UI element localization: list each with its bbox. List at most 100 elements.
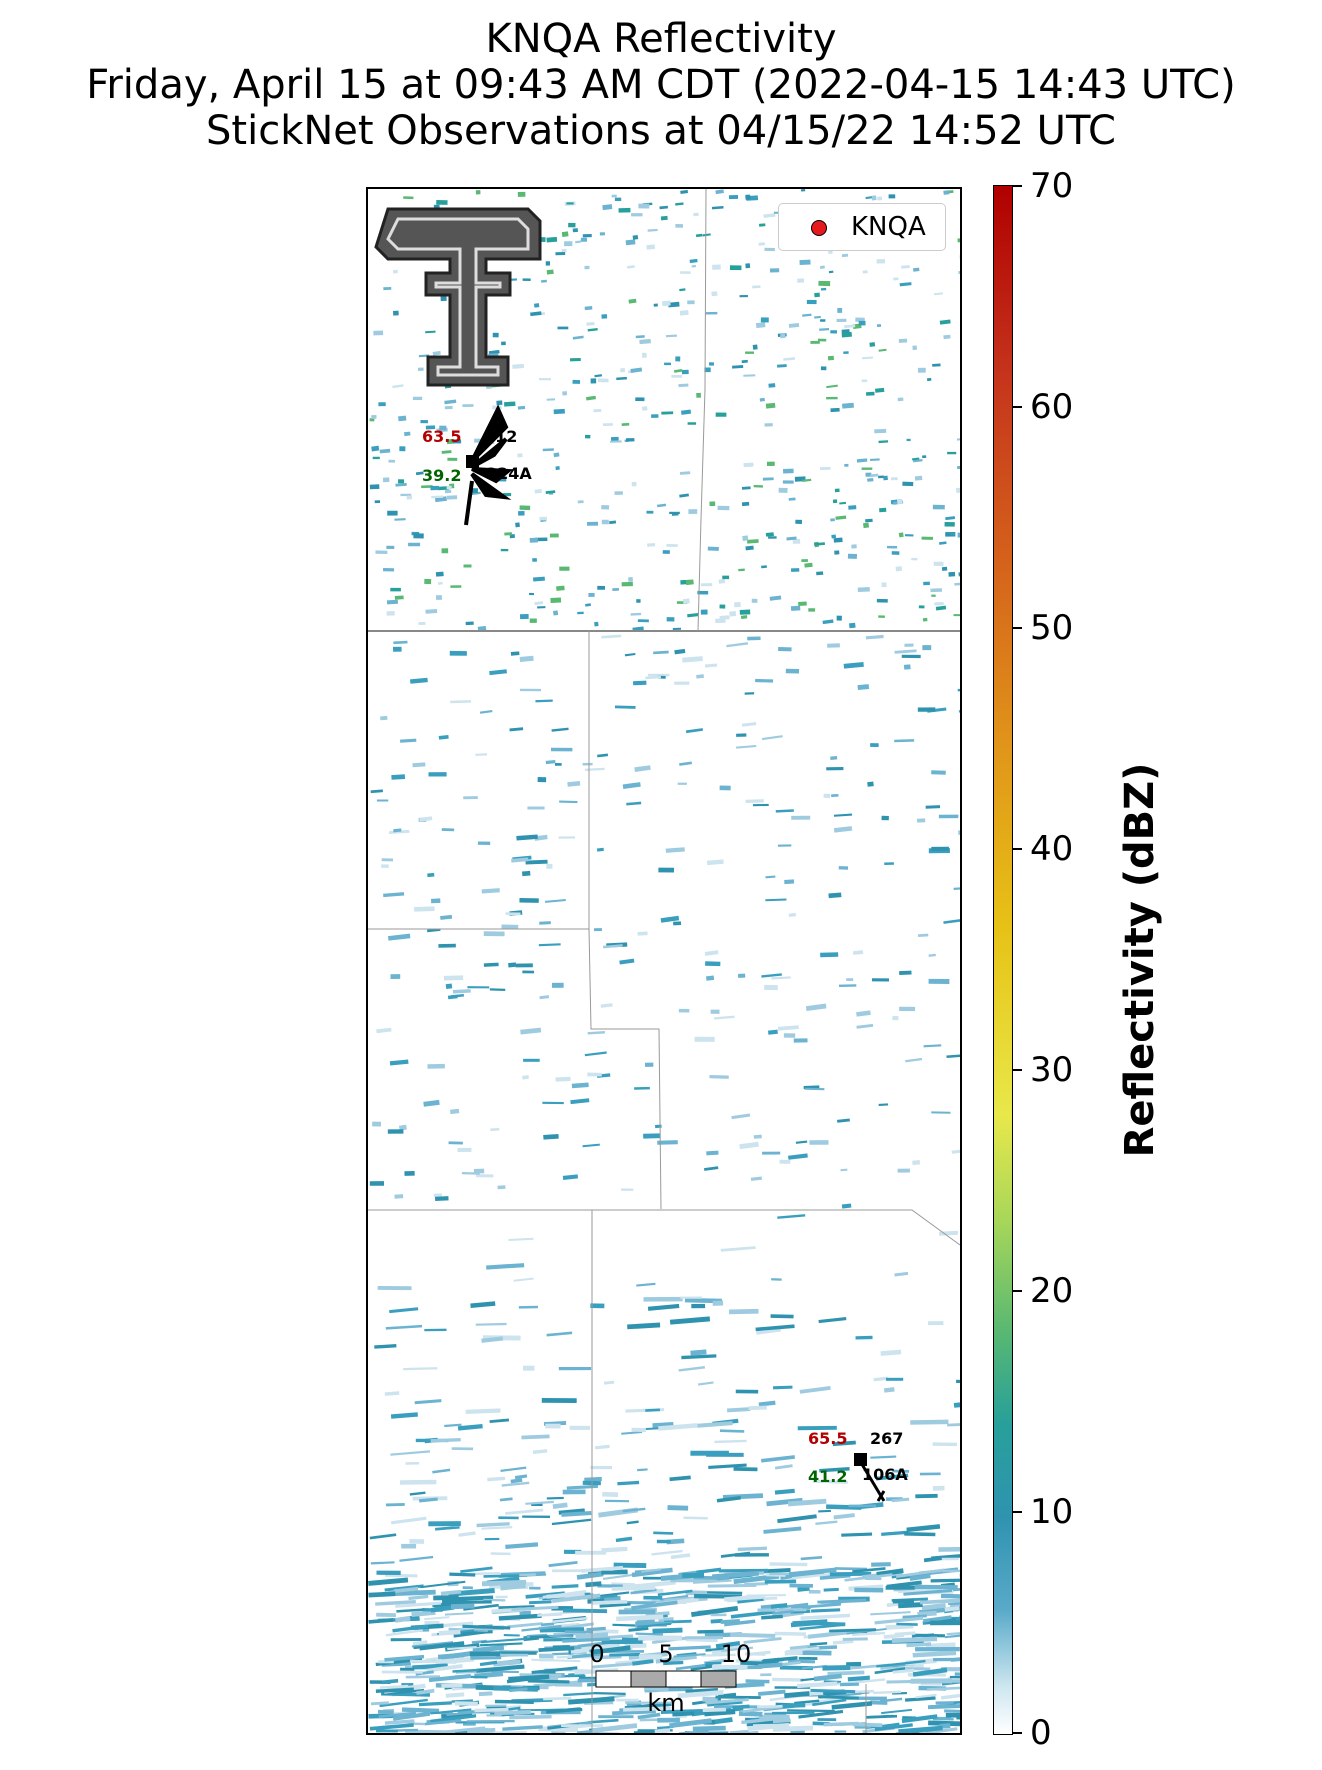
echo-cell: [818, 280, 831, 287]
echo-cell: [716, 1496, 741, 1503]
echo-cell: [878, 440, 889, 444]
echo-cell: [711, 1664, 748, 1670]
echo-cell: [798, 1709, 844, 1719]
echo-cell: [745, 263, 751, 269]
echo-cell: [568, 222, 576, 228]
echo-cell: [704, 663, 718, 668]
echo-cell: [505, 1508, 544, 1515]
echo-cell: [419, 1641, 465, 1651]
echo-cell: [705, 1661, 722, 1665]
title-line-3: StickNet Observations at 04/15/22 14:52 …: [206, 108, 1116, 154]
echo-cell: [953, 614, 960, 617]
echo-cell: [446, 438, 455, 445]
echo-cell: [411, 1609, 436, 1617]
echo-cell: [420, 1580, 466, 1589]
reflectivity-echoes: [368, 189, 960, 1733]
echo-cell: [734, 601, 741, 608]
echo-cell: [852, 1722, 883, 1728]
echo-cell: [737, 1546, 768, 1552]
echo-cell: [441, 450, 452, 454]
colorbar-tick-label: 0: [1030, 1713, 1052, 1753]
echo-cell: [820, 952, 839, 958]
echo-cell: [786, 536, 797, 541]
echo-cell: [439, 425, 447, 431]
echo-cell: [865, 1722, 900, 1730]
echo-cell: [755, 1324, 795, 1332]
echo-cell: [638, 203, 650, 209]
echo-cell: [562, 1608, 608, 1614]
echo-cell: [553, 452, 560, 458]
echo-cell: [874, 428, 887, 434]
echo-cell: [788, 497, 796, 501]
echo-cell: [741, 486, 751, 490]
echo-cell: [814, 542, 825, 546]
echo-cell: [814, 292, 820, 298]
echo-cell: [932, 1485, 945, 1491]
echo-cell: [704, 1591, 743, 1595]
echo-cell: [435, 571, 444, 577]
echo-cell: [673, 1653, 706, 1658]
echo-cell: [409, 1491, 426, 1496]
echo-cell: [394, 1586, 419, 1593]
echo-cell: [724, 1594, 766, 1602]
echo-cell: [826, 766, 844, 771]
echo-cell: [816, 571, 824, 576]
echo-cell: [920, 1598, 960, 1605]
echo-cell: [778, 487, 788, 493]
echo-cell: [886, 1580, 922, 1589]
echo-cell: [777, 1514, 817, 1524]
echo-cell: [559, 566, 570, 571]
echo-cell: [590, 378, 597, 384]
echo-cell: [800, 1613, 851, 1620]
echo-cell: [368, 1618, 394, 1624]
echo-cell: [624, 1600, 656, 1605]
colorbar-tick: [1013, 185, 1022, 187]
colorbar-tick: [1013, 1069, 1022, 1071]
echo-cell: [946, 1631, 960, 1636]
echo-cell: [476, 1664, 525, 1673]
echo-cell: [668, 301, 680, 308]
echo-cell: [948, 571, 956, 577]
echo-cell: [941, 566, 948, 571]
echo-cell: [669, 1718, 712, 1729]
echo-cell: [851, 1631, 886, 1637]
echo-cell: [548, 1560, 578, 1568]
echo-cell: [703, 1166, 719, 1171]
echo-cell: [562, 1174, 579, 1180]
echo-cell: [787, 1709, 835, 1713]
echo-cell: [385, 1629, 423, 1637]
echo-cell: [707, 546, 719, 551]
echo-cell: [656, 1539, 671, 1544]
echo-cell: [682, 1572, 705, 1578]
echo-cell: [480, 1637, 527, 1644]
echo-cell: [762, 1151, 781, 1155]
echo-cell: [517, 191, 526, 197]
echo-cell: [555, 1076, 571, 1082]
echo-cell: [501, 1481, 530, 1487]
echo-cell: [639, 338, 651, 345]
echo-cell: [910, 1678, 953, 1684]
echo-cell: [813, 1673, 842, 1682]
echo-cell: [760, 317, 769, 323]
echo-cell: [951, 1148, 960, 1154]
echo-cell: [498, 1516, 519, 1520]
echo-cell: [817, 1718, 837, 1722]
echo-cell: [810, 1688, 856, 1694]
echo-cell: [675, 202, 684, 206]
echo-cell: [671, 375, 682, 378]
echo-cell: [839, 984, 857, 987]
echo-cell: [479, 1660, 498, 1667]
echo-cell: [761, 973, 782, 978]
echo-cell: [720, 1246, 756, 1252]
echo-cell: [925, 805, 941, 809]
echo-cell: [719, 1429, 745, 1433]
echo-cell: [743, 462, 754, 468]
echo-cell: [774, 1488, 795, 1495]
echo-cell: [901, 654, 921, 659]
echo-cell: [918, 605, 925, 609]
echo-cell: [705, 1698, 749, 1705]
echo-cell: [944, 1709, 960, 1714]
echo-cell: [399, 1555, 434, 1562]
echo-cell: [808, 1589, 821, 1594]
echo-cell: [891, 1636, 938, 1643]
